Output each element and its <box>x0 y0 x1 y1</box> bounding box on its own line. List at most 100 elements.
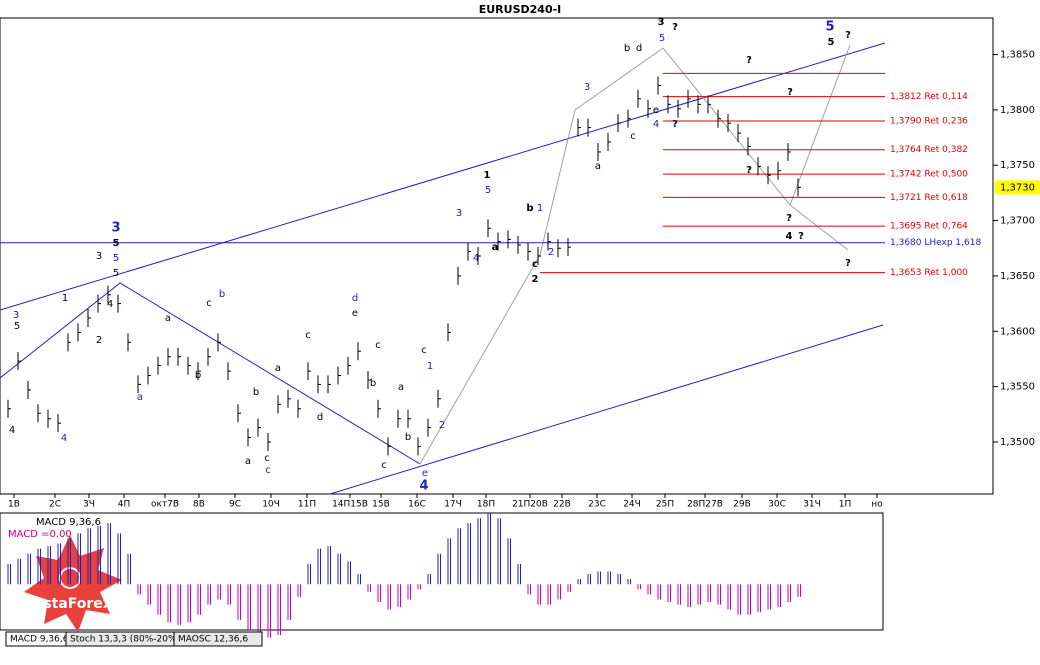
y-tick-label: 1,3500 <box>1000 437 1035 448</box>
wave-label: c <box>265 465 271 476</box>
wave-label: 4 <box>9 425 15 436</box>
wave-label: a <box>245 456 251 467</box>
wave-label: ? <box>787 87 793 98</box>
wave-label: b <box>624 43 630 54</box>
channel-upper <box>0 42 886 311</box>
current-price-box <box>995 180 1040 195</box>
x-tick-label: 28П27В <box>687 500 723 510</box>
wave-label: c <box>532 259 538 270</box>
wave-label: 4 <box>653 119 659 130</box>
main-panel <box>0 17 994 495</box>
x-tick-label: 15В <box>372 500 390 510</box>
wave-label: 5 <box>828 37 835 48</box>
fib-label: 1,3721 Ret 0,618 <box>890 193 968 203</box>
wave-label: c <box>630 131 636 142</box>
chart-title: EURUSD240-I <box>479 3 562 16</box>
fib-label: 1,3790 Ret 0,236 <box>890 116 968 126</box>
wave-label: 4 <box>61 433 67 444</box>
wave-label: e <box>352 308 358 319</box>
wave-label: 3 <box>456 208 462 219</box>
logo-text: InstaForex <box>28 596 112 612</box>
wave-label: 4 <box>786 231 793 242</box>
wave-label: ? <box>672 119 678 130</box>
wave-label: 1 <box>427 361 433 372</box>
fib-label: 1,3742 Ret 0,500 <box>890 170 968 180</box>
y-tick-label: 1,3650 <box>1000 271 1035 282</box>
wave-label: a <box>275 363 281 374</box>
wave-label: 3 <box>584 82 590 93</box>
x-tick-label: 23С <box>588 500 606 510</box>
macd-label: MACD 9,36,6 <box>36 517 101 528</box>
wave-label: 3 <box>13 310 19 321</box>
x-tick-label: 2С <box>49 500 61 510</box>
indicator-tab-label: MAOSC 12,36,6 <box>178 635 248 645</box>
x-tick-label: 17Ч <box>444 500 462 510</box>
wave-label: e <box>422 468 428 479</box>
y-tick-label: 1,3800 <box>1000 105 1035 116</box>
wave-label: 4 <box>419 479 428 494</box>
wave-label: ? <box>798 231 804 242</box>
expansion-label: 1,3680 LHexp 1,618 <box>890 238 981 248</box>
x-tick-label: но <box>871 500 883 510</box>
wave-label: 5 <box>113 253 119 264</box>
y-tick-label: 1,3850 <box>1000 50 1035 61</box>
wave-label: ? <box>786 213 792 224</box>
wave-label: 2 <box>548 247 554 258</box>
wave-label: a <box>492 242 499 253</box>
wave-label: 5 <box>113 238 120 249</box>
wave-label: d <box>636 43 642 54</box>
x-tick-label: 9С <box>229 500 241 510</box>
wave-label: c <box>264 453 270 464</box>
wave-label: b <box>195 370 201 381</box>
wave-label: c <box>206 298 212 309</box>
fib-label: 1,3812 Ret 0,114 <box>890 92 968 102</box>
fib-label: 1,3653 Ret 1,000 <box>890 268 968 278</box>
indicator-tab <box>173 631 263 647</box>
wave-label: 1 <box>484 170 491 181</box>
wave-label: a <box>137 392 143 403</box>
wave-label: a <box>165 313 171 324</box>
x-tick-label: 4П <box>118 500 131 510</box>
x-tick-label: 30С <box>768 500 786 510</box>
wave-label: ? <box>845 258 851 269</box>
macd-panel <box>0 512 884 631</box>
projection-line <box>419 44 851 465</box>
wave-label: c <box>421 345 427 356</box>
x-tick-label: 1В <box>8 500 20 510</box>
current-price-label: 1,3730 <box>1000 182 1035 193</box>
x-tick-label: 10Ч <box>262 500 280 510</box>
macd-value: MACD =0.00 <box>8 529 72 540</box>
x-tick-label: 24Ч <box>623 500 641 510</box>
wave-label: ? <box>672 22 678 33</box>
wave-label: 4 <box>107 299 113 310</box>
wave-label: b <box>219 289 225 300</box>
wave-label: 1 <box>537 203 543 214</box>
wave-label: 3 <box>658 17 665 28</box>
wave-label: c <box>305 330 311 341</box>
wave-label: c <box>381 460 387 471</box>
wave-label: 3 <box>111 221 120 236</box>
wave-label: 5 <box>485 185 491 196</box>
x-tick-label: 14П15В <box>332 500 368 510</box>
wave-label: d <box>317 412 323 423</box>
x-tick-label: окт7В <box>151 500 179 510</box>
wave-label: 5 <box>659 33 665 44</box>
x-tick-label: 16С <box>408 500 426 510</box>
x-tick-label: 21П20В <box>512 500 548 510</box>
wave-label: 2 <box>96 335 102 346</box>
x-tick-label: 1П <box>839 500 852 510</box>
y-tick-label: 1,3700 <box>1000 216 1035 227</box>
wave-label: b <box>526 203 533 214</box>
wave-label: 4 <box>473 253 479 264</box>
x-tick-label: 11П <box>298 500 316 510</box>
wave-label: 3 <box>96 251 102 262</box>
x-tick-label: 25П <box>656 500 674 510</box>
y-tick-label: 1,3600 <box>1000 326 1035 337</box>
channel-lower <box>329 324 884 495</box>
wave-label: 5 <box>825 20 834 35</box>
wave-label: 2 <box>532 274 539 285</box>
x-tick-label: 29В <box>733 500 751 510</box>
wave-label: a <box>398 382 404 393</box>
